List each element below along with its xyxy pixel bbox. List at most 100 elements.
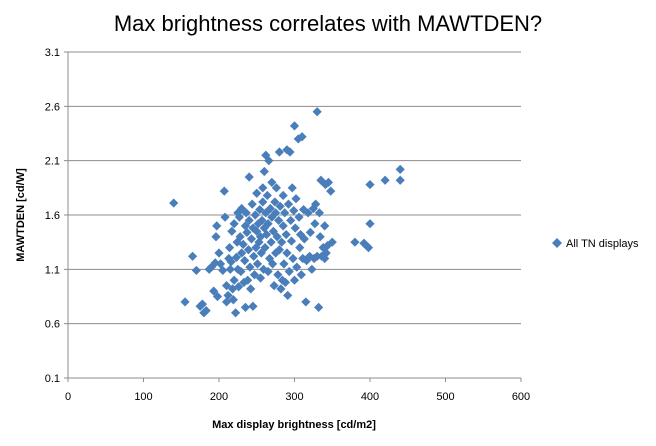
- y-tick-label: 2.6: [45, 101, 60, 113]
- data-point: [187, 251, 198, 261]
- data-point: [295, 229, 306, 240]
- data-point: [268, 259, 278, 269]
- data-point: [292, 262, 302, 272]
- data-point: [301, 297, 311, 307]
- data-point: [264, 156, 274, 166]
- data-point: [228, 295, 238, 305]
- data-point: [223, 290, 233, 301]
- data-point: [180, 297, 190, 307]
- data-point: [270, 197, 280, 207]
- y-axis-ticks: 0.1 0.6 1.1 1.6 2.1 2.6 3.1: [45, 47, 68, 385]
- data-point: [252, 188, 262, 198]
- data-point: [365, 179, 375, 190]
- x-tick-label: 100: [134, 391, 152, 403]
- data-point: [246, 284, 256, 294]
- data-point: [231, 308, 241, 318]
- data-point: [280, 277, 291, 287]
- data-point: [274, 215, 284, 226]
- data-point: [281, 229, 291, 240]
- data-point: [285, 147, 295, 157]
- data-point: [257, 215, 267, 226]
- y-axis-label: MAWTDEN [cd/W]: [15, 168, 27, 262]
- data-point: [211, 232, 221, 242]
- data-point: [242, 227, 252, 237]
- data-point: [237, 248, 247, 258]
- data-point: [236, 266, 246, 277]
- data-point: [282, 248, 292, 258]
- data-point: [258, 183, 268, 193]
- data-point: [283, 199, 294, 209]
- data-point: [295, 243, 305, 253]
- data-point: [311, 199, 321, 209]
- data-point: [169, 198, 179, 208]
- x-tick-label: 0: [65, 391, 71, 403]
- y-tick-label: 1.1: [45, 264, 60, 276]
- data-point: [234, 282, 244, 292]
- data-point: [327, 237, 337, 247]
- x-tick-label: 500: [436, 391, 454, 403]
- data-point: [243, 245, 254, 255]
- x-tick-label: 400: [361, 391, 379, 403]
- data-point: [320, 221, 330, 231]
- data-point: [299, 234, 309, 244]
- data-point: [312, 107, 322, 117]
- data-point: [259, 166, 269, 177]
- data-point: [201, 306, 211, 316]
- data-point: [252, 259, 263, 269]
- data-point: [297, 132, 307, 142]
- data-point: [284, 266, 294, 277]
- data-point: [395, 164, 405, 174]
- legend: All TN displays: [552, 238, 639, 250]
- x-tick-label: 600: [512, 391, 530, 403]
- data-point: [365, 219, 375, 229]
- data-point: [244, 172, 254, 182]
- x-tick-label: 200: [210, 391, 228, 403]
- data-point: [294, 212, 304, 222]
- data-point: [247, 199, 257, 209]
- data-point: [206, 262, 217, 272]
- data-point: [271, 208, 281, 218]
- data-point: [296, 270, 306, 280]
- data-point: [307, 264, 317, 274]
- data-point: [303, 208, 313, 218]
- data-point: [293, 134, 303, 144]
- data-point: [226, 257, 236, 267]
- data-point: [229, 275, 239, 285]
- data-point: [275, 201, 285, 211]
- data-point: [243, 275, 253, 285]
- data-point: [323, 240, 333, 251]
- data-point: [231, 252, 241, 262]
- data-point: [269, 281, 279, 291]
- y-tick-label: 2.1: [45, 156, 60, 168]
- data-point: [224, 243, 235, 253]
- legend-marker: [552, 238, 562, 248]
- data-point: [255, 204, 265, 215]
- data-point: [197, 299, 207, 309]
- data-point: [252, 226, 262, 236]
- data-point: [323, 177, 334, 187]
- data-point: [227, 284, 238, 294]
- data-point: [240, 302, 251, 312]
- data-point: [291, 194, 301, 204]
- data-point: [278, 190, 288, 201]
- data-point: [290, 223, 300, 233]
- data-point: [274, 245, 284, 255]
- data-point: [274, 147, 284, 157]
- data-point: [240, 221, 251, 231]
- data-point: [315, 232, 325, 242]
- data-point: [283, 290, 293, 301]
- data-point: [310, 219, 320, 229]
- data-point: [234, 212, 244, 222]
- data-point: [256, 248, 266, 258]
- y-tick-label: 3.1: [45, 47, 60, 59]
- data-point: [289, 121, 300, 131]
- data-point: [250, 210, 260, 220]
- data-point: [314, 302, 324, 312]
- y-tick-label: 1.6: [45, 210, 60, 222]
- data-point: [288, 253, 298, 264]
- data-point: [263, 266, 273, 277]
- data-point: [221, 281, 232, 291]
- data-point: [268, 226, 278, 236]
- data-point: [286, 236, 297, 246]
- data-point: [249, 270, 260, 280]
